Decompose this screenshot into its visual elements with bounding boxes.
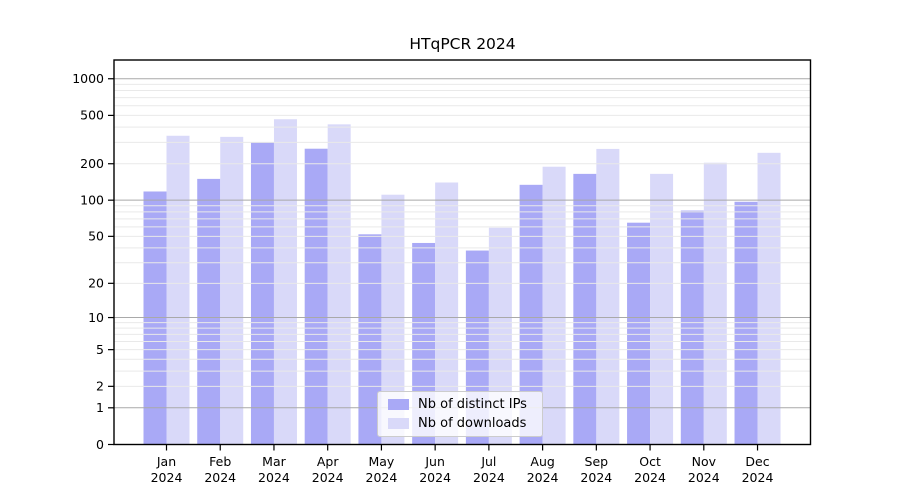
bar-downloads-2 <box>220 136 244 445</box>
y-tick-label: 500 <box>80 108 104 123</box>
y-tick-label: 5 <box>96 342 104 357</box>
bar-downloads-1 <box>166 135 190 445</box>
x-tick-label-year: 2024 <box>204 470 236 485</box>
plot-border <box>113 59 812 446</box>
y-tick-label: 1000 <box>72 71 104 86</box>
x-tick-label-month: May <box>368 454 394 469</box>
x-tick-label-month: Jul <box>480 454 496 469</box>
bar-downloads-12 <box>757 152 781 445</box>
bar-downloads-3 <box>273 119 297 445</box>
legend-label-ips: Nb of distinct IPs <box>418 397 527 412</box>
legend-swatch-ips <box>388 399 409 410</box>
x-tick-label-month: Aug <box>530 454 554 469</box>
y-tick-label: 10 <box>88 310 104 325</box>
bar-distinct-ips-11 <box>680 210 704 445</box>
x-tick-label-month: Jun <box>424 454 445 469</box>
bar-distinct-ips-5 <box>358 234 382 445</box>
bar-distinct-ips-2 <box>197 178 221 445</box>
bar-distinct-ips-3 <box>250 142 274 445</box>
bar-downloads-4 <box>327 124 351 445</box>
bar-downloads-8 <box>542 166 566 445</box>
legend-item-distinct-ips: Nb of distinct IPs <box>388 397 542 412</box>
x-tick-label-month: Oct <box>639 454 661 469</box>
y-tick-label: 0 <box>96 437 104 452</box>
x-tick-label-month: Mar <box>262 454 286 469</box>
bar-distinct-ips-10 <box>627 222 651 445</box>
bar-distinct-ips-9 <box>573 173 597 445</box>
legend-item-downloads: Nb of downloads <box>388 416 542 431</box>
x-tick-label-year: 2024 <box>419 470 451 485</box>
x-tick-label-year: 2024 <box>258 470 290 485</box>
bar-downloads-9 <box>596 148 620 445</box>
bar-downloads-5 <box>381 194 405 445</box>
y-tick-label: 200 <box>80 156 104 171</box>
x-tick-label-month: Feb <box>209 454 231 469</box>
x-tick-label-year: 2024 <box>580 470 612 485</box>
bar-distinct-ips-8 <box>519 184 543 445</box>
y-tick-label: 20 <box>88 276 104 291</box>
legend: Nb of distinct IPs Nb of downloads <box>377 391 543 437</box>
x-tick-label-year: 2024 <box>527 470 559 485</box>
x-tick-label-year: 2024 <box>634 470 666 485</box>
x-tick-label-month: Dec <box>745 454 769 469</box>
y-tick-label: 2 <box>96 379 104 394</box>
x-tick-label-month: Apr <box>317 454 339 469</box>
y-tick-label: 1 <box>96 400 104 415</box>
y-tick-label: 50 <box>88 229 104 244</box>
bar-distinct-ips-4 <box>304 148 328 445</box>
y-tick-label: 100 <box>80 192 104 207</box>
legend-swatch-downloads <box>388 418 409 429</box>
x-tick-label-year: 2024 <box>366 470 398 485</box>
bar-downloads-10 <box>650 173 674 445</box>
x-tick-label-month: Nov <box>692 454 717 469</box>
legend-label-downloads: Nb of downloads <box>418 416 527 431</box>
x-tick-label-year: 2024 <box>312 470 344 485</box>
x-tick-label-year: 2024 <box>742 470 774 485</box>
x-tick-label-year: 2024 <box>151 470 183 485</box>
x-tick-label-month: Jan <box>156 454 176 469</box>
x-tick-label-year: 2024 <box>688 470 720 485</box>
x-tick-label-year: 2024 <box>473 470 505 485</box>
bar-downloads-7 <box>488 227 512 445</box>
bar-downloads-11 <box>703 162 727 445</box>
chart-title: HTqPCR 2024 <box>409 35 516 53</box>
x-tick-label-month: Sep <box>585 454 609 469</box>
